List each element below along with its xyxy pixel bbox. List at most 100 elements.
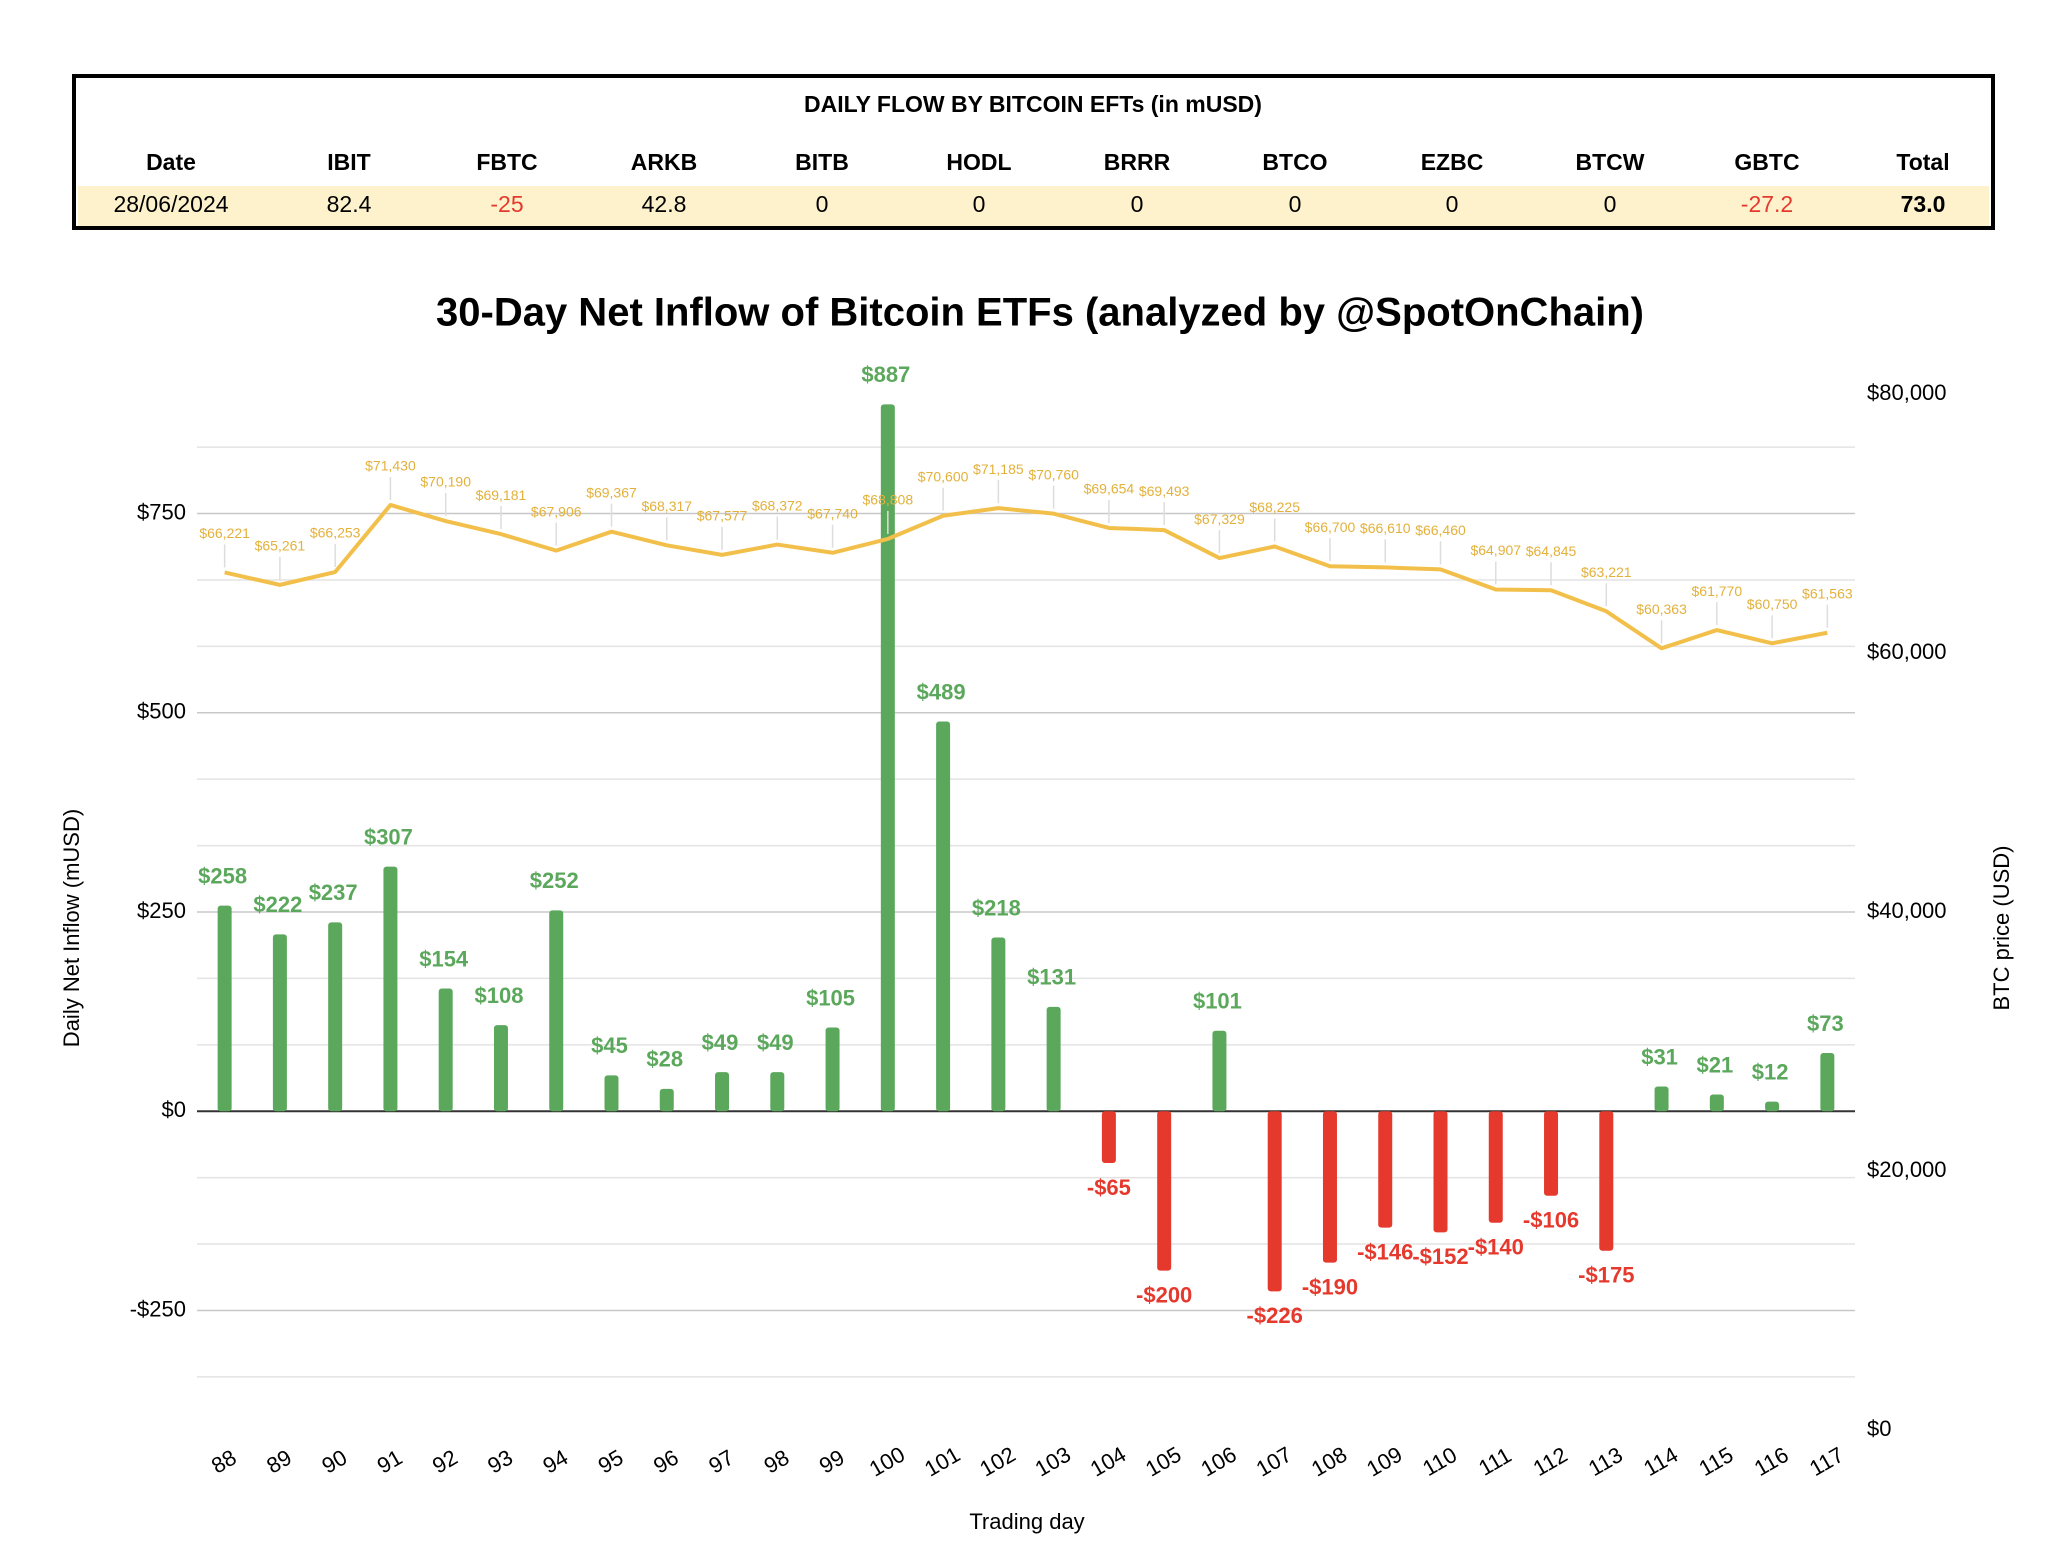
bar-value-label: $258	[198, 863, 247, 888]
y-tick-label: -$250	[130, 1296, 186, 1321]
table-cell: 0	[1446, 191, 1459, 217]
price-value-label: $68,808	[863, 492, 914, 508]
price-value-label: $67,906	[531, 503, 582, 519]
bar-value-label: $154	[419, 946, 469, 971]
bar-value-label: -$65	[1087, 1175, 1131, 1200]
price-value-label: $63,221	[1581, 564, 1632, 580]
bar	[991, 937, 1006, 1112]
table-header: ARKB	[631, 149, 697, 175]
bar	[1544, 1111, 1559, 1196]
price-value-label: $66,221	[199, 525, 250, 541]
table-header: BTCW	[1576, 149, 1645, 175]
price-value-label: $71,430	[365, 458, 416, 474]
y2-tick-label: $60,000	[1867, 639, 1947, 664]
bar	[1267, 1111, 1282, 1292]
price-value-label: $66,610	[1360, 520, 1411, 536]
bar	[1378, 1111, 1393, 1228]
table-header: GBTC	[1734, 149, 1799, 175]
x-tick-label: 96	[649, 1445, 683, 1479]
x-tick-label: 105	[1141, 1442, 1185, 1482]
bar-value-label: $237	[309, 880, 358, 905]
x-tick-label: 117	[1805, 1442, 1848, 1481]
price-value-label: $69,493	[1139, 483, 1190, 499]
table-cell: -25	[490, 191, 523, 217]
price-value-label: $69,654	[1084, 481, 1135, 497]
table-cell: 0	[1131, 191, 1144, 217]
bar-value-label: $49	[702, 1030, 739, 1055]
price-value-label: $61,563	[1802, 585, 1853, 601]
bar-value-label: $131	[1027, 965, 1076, 990]
bar-value-label: $887	[861, 362, 910, 387]
table-cell: 28/06/2024	[113, 191, 228, 217]
bar-value-label: $49	[757, 1030, 794, 1055]
price-value-label: $60,363	[1636, 601, 1687, 617]
x-tick-label: 101	[920, 1442, 964, 1482]
bar	[272, 934, 287, 1112]
bar	[1433, 1111, 1448, 1233]
bar	[1654, 1086, 1669, 1112]
table-header: BRRR	[1104, 149, 1171, 175]
bar	[1101, 1111, 1116, 1164]
price-value-label: $69,181	[476, 487, 527, 503]
table-cell: 42.8	[642, 191, 687, 217]
price-value-label: $70,600	[918, 468, 969, 484]
y-tick-label: $750	[137, 499, 186, 524]
price-value-label: $66,700	[1305, 519, 1356, 535]
x-tick-label: 88	[207, 1445, 241, 1479]
price-value-label: $70,190	[420, 474, 471, 490]
bar	[659, 1088, 674, 1112]
x-tick-label: 100	[865, 1442, 909, 1482]
x-tick-label: 102	[975, 1442, 1019, 1482]
bar-value-label: $45	[591, 1033, 628, 1058]
price-value-label: $66,253	[310, 525, 361, 541]
x-tick-label: 91	[373, 1445, 407, 1479]
table-header: IBIT	[327, 149, 370, 175]
bar-value-label: $489	[917, 679, 966, 704]
y2-tick-label: $20,000	[1867, 1157, 1947, 1182]
bar-value-label: $307	[364, 824, 413, 849]
bar	[1820, 1053, 1835, 1112]
bar-value-label: -$140	[1468, 1235, 1524, 1260]
bar-value-label: -$146	[1357, 1239, 1413, 1264]
x-tick-label: 97	[704, 1445, 738, 1479]
price-value-label: $64,845	[1526, 543, 1577, 559]
bar	[493, 1025, 508, 1112]
y-tick-label: $500	[137, 699, 186, 724]
bar	[438, 988, 453, 1112]
x-tick-label: 103	[1031, 1442, 1075, 1482]
bar	[880, 404, 895, 1112]
bar-value-label: $101	[1193, 989, 1242, 1014]
price-value-label: $68,372	[752, 497, 803, 513]
x-tick-label: 95	[594, 1445, 628, 1479]
price-value-label: $67,740	[807, 505, 858, 521]
table-cell: 0	[1604, 191, 1617, 217]
x-tick-label: 116	[1750, 1442, 1793, 1481]
bar	[217, 905, 232, 1112]
x-tick-label: 99	[815, 1445, 849, 1479]
bar	[1488, 1111, 1503, 1223]
table-cell: 82.4	[327, 191, 372, 217]
price-value-label: $67,577	[697, 508, 748, 524]
table-cell: 0	[973, 191, 986, 217]
x-tick-label: 90	[317, 1445, 351, 1479]
x-tick-label: 112	[1529, 1442, 1572, 1481]
x-tick-label: 107	[1252, 1442, 1296, 1482]
table-frame	[72, 74, 1995, 230]
table-title: DAILY FLOW BY BITCOIN EFTs (in mUSD)	[804, 91, 1262, 117]
price-value-label: $68,317	[641, 498, 692, 514]
x-tick-label: 110	[1418, 1442, 1461, 1481]
bar	[1765, 1101, 1780, 1112]
bar-value-label: $252	[530, 868, 579, 893]
bar	[936, 721, 951, 1112]
bar	[825, 1027, 840, 1112]
x-tick-label: 115	[1695, 1442, 1738, 1481]
price-line	[224, 502, 1828, 651]
x-tick-label: 109	[1362, 1442, 1406, 1482]
x-tick-label: 98	[760, 1445, 794, 1479]
x-tick-label: 92	[428, 1445, 462, 1479]
y2-tick-label: $80,000	[1867, 380, 1947, 405]
bar	[549, 910, 564, 1112]
bar-value-label: $12	[1752, 1059, 1789, 1084]
table-cell: 0	[816, 191, 829, 217]
